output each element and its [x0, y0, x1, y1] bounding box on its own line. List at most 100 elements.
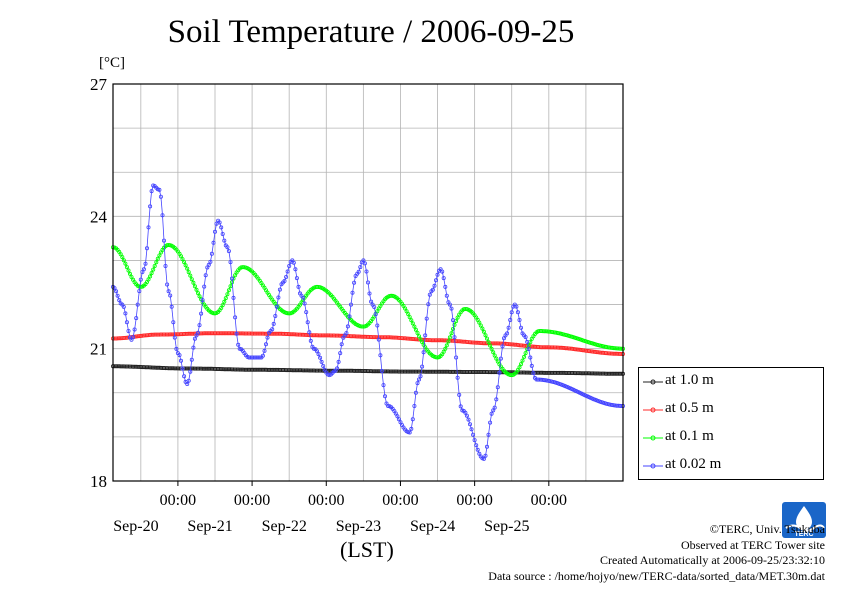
data-point-2: [118, 252, 123, 257]
data-point-3: [257, 355, 262, 360]
data-point-3: [475, 447, 480, 452]
data-point-3: [277, 287, 282, 292]
data-point-3: [172, 335, 177, 340]
terc-logo-icon: TERC: [782, 502, 826, 538]
data-point-3: [381, 383, 386, 388]
data-point-2: [455, 315, 460, 320]
data-point-3: [481, 456, 486, 461]
data-point-3: [160, 213, 165, 218]
data-point-3: [350, 290, 355, 295]
y-tick-label: 21: [90, 340, 107, 359]
data-point-2: [194, 287, 199, 292]
legend-marker-icon: [643, 435, 663, 441]
data-point-2: [149, 271, 154, 276]
data-point-3: [430, 287, 435, 292]
data-point-2: [489, 346, 494, 351]
data-point-3: [344, 331, 349, 336]
data-point-3: [497, 370, 502, 375]
data-point-3: [284, 274, 289, 279]
data-point-2: [189, 277, 194, 282]
data-point-3: [356, 269, 361, 274]
data-point-3: [161, 238, 166, 243]
data-point-3: [455, 375, 460, 380]
data-point-3: [222, 238, 227, 243]
data-point-2: [478, 323, 483, 328]
data-point-2: [447, 335, 452, 340]
data-point-3: [452, 335, 457, 340]
data-point-2: [148, 274, 153, 279]
data-point-3: [189, 357, 194, 362]
data-point-3: [195, 330, 200, 335]
data-point-3: [206, 262, 211, 267]
data-point-2: [404, 309, 409, 314]
data-point-3: [318, 355, 323, 360]
data-point-2: [127, 271, 132, 276]
data-point-3: [418, 374, 423, 379]
data-point-3: [208, 259, 213, 264]
data-point-3: [372, 304, 377, 309]
data-point-3: [364, 269, 369, 274]
data-point-3: [316, 352, 321, 357]
data-point-3: [177, 353, 182, 358]
data-point-3: [123, 311, 128, 316]
data-point-2: [146, 277, 151, 282]
data-point-2: [225, 292, 230, 297]
data-point-3: [373, 312, 378, 317]
data-point-2: [412, 324, 417, 329]
data-point-2: [523, 351, 528, 356]
data-point-3: [134, 316, 139, 321]
data-point-3: [305, 320, 310, 325]
data-point-3: [131, 335, 136, 340]
data-point-3: [378, 353, 383, 358]
data-point-2: [446, 339, 451, 344]
data-point-3: [525, 339, 530, 344]
data-point-3: [376, 337, 381, 342]
data-point-2: [481, 329, 486, 334]
credits: ©TERC, Univ. Tsukuba Observed at TERC To…: [488, 522, 825, 584]
data-point-3: [509, 310, 514, 315]
data-point-3: [191, 345, 196, 350]
data-point-2: [520, 358, 525, 363]
data-point-3: [296, 284, 301, 289]
x-tick-label: 00:00: [531, 492, 567, 509]
legend-dot: [650, 463, 656, 469]
data-point-2: [435, 355, 440, 360]
credit-line: Created Automatically at 2006-09-25/23:3…: [600, 553, 825, 567]
data-point-2: [491, 350, 496, 355]
data-point-2: [124, 265, 129, 270]
data-point-2: [452, 322, 457, 327]
data-point-3: [464, 413, 469, 418]
data-point-2: [223, 296, 228, 301]
data-point-3: [449, 306, 454, 311]
data-point-3: [199, 311, 204, 316]
data-point-3: [338, 351, 343, 356]
legend-marker-icon: [643, 463, 663, 469]
data-point-2: [480, 326, 485, 331]
data-point-3: [209, 251, 214, 256]
x-axis-label: (LST): [340, 537, 394, 562]
data-point-2: [415, 330, 420, 335]
data-point-3: [165, 282, 170, 287]
data-point-3: [225, 245, 230, 250]
data-point-3: [270, 327, 275, 332]
data-point-3: [382, 394, 387, 399]
data-point-2: [416, 334, 421, 339]
credit-line: Data source : /home/hojyo/new/TERC-data/…: [488, 568, 825, 583]
data-point-3: [168, 293, 173, 298]
x-tick-date-label: Sep-20: [113, 518, 158, 535]
data-point-3: [440, 269, 445, 274]
x-tick-label: 00:00: [234, 492, 270, 509]
data-point-3: [263, 342, 268, 347]
data-point-3: [260, 353, 265, 358]
data-point-3: [212, 229, 217, 234]
data-point-3: [265, 335, 270, 340]
data-point-2: [449, 331, 454, 336]
data-point-2: [192, 284, 197, 289]
chart-title: Soil Temperature / 2006-09-25: [167, 14, 575, 50]
data-point-2: [191, 280, 196, 285]
data-point-3: [178, 358, 183, 363]
data-point-3: [319, 359, 324, 364]
data-point-2: [123, 261, 128, 266]
data-point-3: [211, 240, 216, 245]
